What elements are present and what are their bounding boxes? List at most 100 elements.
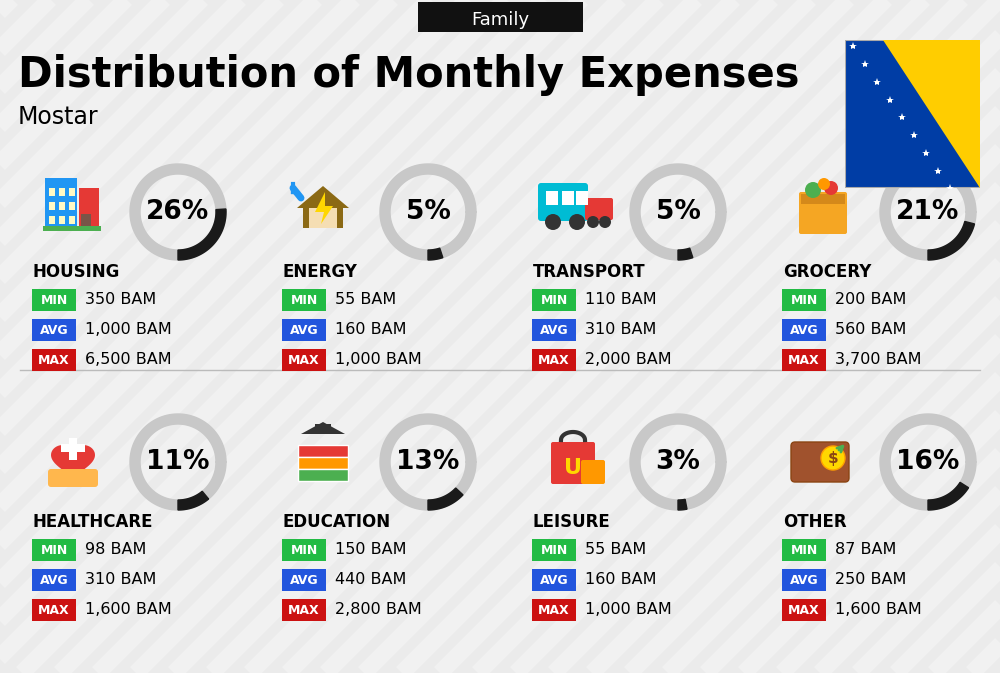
- Text: 1,600 BAM: 1,600 BAM: [835, 602, 922, 618]
- FancyBboxPatch shape: [48, 469, 98, 487]
- FancyBboxPatch shape: [298, 469, 348, 481]
- Text: HEALTHCARE: HEALTHCARE: [33, 513, 154, 531]
- FancyBboxPatch shape: [585, 198, 613, 220]
- Text: MIN: MIN: [540, 293, 568, 306]
- Polygon shape: [428, 488, 463, 510]
- Text: MAX: MAX: [788, 353, 820, 367]
- FancyBboxPatch shape: [532, 349, 576, 371]
- FancyBboxPatch shape: [79, 188, 99, 226]
- FancyBboxPatch shape: [782, 289, 826, 311]
- Text: 5%: 5%: [406, 199, 450, 225]
- Polygon shape: [51, 445, 95, 481]
- FancyBboxPatch shape: [282, 599, 326, 621]
- FancyBboxPatch shape: [782, 349, 826, 371]
- FancyBboxPatch shape: [782, 599, 826, 621]
- FancyBboxPatch shape: [69, 188, 75, 196]
- Polygon shape: [428, 248, 443, 260]
- Text: 160 BAM: 160 BAM: [585, 573, 656, 588]
- Text: 2,000 BAM: 2,000 BAM: [585, 353, 672, 367]
- Text: MAX: MAX: [38, 604, 70, 616]
- FancyBboxPatch shape: [45, 178, 77, 226]
- FancyBboxPatch shape: [81, 214, 91, 226]
- Polygon shape: [178, 209, 226, 260]
- Text: 310 BAM: 310 BAM: [85, 573, 156, 588]
- Text: 200 BAM: 200 BAM: [835, 293, 906, 308]
- Text: Distribution of Monthly Expenses: Distribution of Monthly Expenses: [18, 54, 800, 96]
- Text: 55 BAM: 55 BAM: [585, 542, 646, 557]
- Text: 55 BAM: 55 BAM: [335, 293, 396, 308]
- Circle shape: [569, 214, 585, 230]
- Polygon shape: [297, 186, 349, 228]
- FancyBboxPatch shape: [59, 202, 65, 210]
- FancyBboxPatch shape: [576, 191, 588, 205]
- FancyBboxPatch shape: [43, 226, 101, 231]
- FancyBboxPatch shape: [799, 192, 847, 234]
- Polygon shape: [301, 422, 345, 434]
- Text: 150 BAM: 150 BAM: [335, 542, 406, 557]
- Text: 6,500 BAM: 6,500 BAM: [85, 353, 172, 367]
- Polygon shape: [130, 164, 226, 260]
- FancyBboxPatch shape: [32, 289, 76, 311]
- Text: MIN: MIN: [540, 544, 568, 557]
- Circle shape: [587, 216, 599, 228]
- Text: 310 BAM: 310 BAM: [585, 322, 656, 337]
- FancyBboxPatch shape: [532, 569, 576, 591]
- Circle shape: [821, 446, 845, 470]
- FancyBboxPatch shape: [69, 216, 75, 224]
- Text: 3,700 BAM: 3,700 BAM: [835, 353, 922, 367]
- Text: AVG: AVG: [540, 324, 568, 336]
- Text: AVG: AVG: [290, 324, 318, 336]
- Polygon shape: [130, 414, 226, 510]
- FancyBboxPatch shape: [298, 457, 348, 469]
- Polygon shape: [315, 192, 333, 224]
- FancyBboxPatch shape: [315, 424, 331, 434]
- FancyBboxPatch shape: [32, 599, 76, 621]
- Text: 13%: 13%: [396, 449, 460, 475]
- Polygon shape: [880, 414, 976, 510]
- Text: 16%: 16%: [896, 449, 960, 475]
- FancyBboxPatch shape: [69, 438, 77, 460]
- Polygon shape: [928, 483, 969, 510]
- Circle shape: [818, 178, 830, 190]
- Text: 11%: 11%: [146, 449, 210, 475]
- Polygon shape: [928, 221, 974, 260]
- FancyBboxPatch shape: [418, 2, 583, 32]
- FancyBboxPatch shape: [538, 183, 588, 221]
- Text: 560 BAM: 560 BAM: [835, 322, 906, 337]
- FancyBboxPatch shape: [282, 319, 326, 341]
- Text: 2,800 BAM: 2,800 BAM: [335, 602, 422, 618]
- Text: AVG: AVG: [40, 324, 68, 336]
- FancyBboxPatch shape: [546, 191, 558, 205]
- FancyBboxPatch shape: [551, 442, 595, 484]
- Polygon shape: [380, 414, 476, 510]
- Polygon shape: [380, 164, 476, 260]
- Text: TRANSPORT: TRANSPORT: [533, 263, 646, 281]
- FancyBboxPatch shape: [532, 319, 576, 341]
- Text: ENERGY: ENERGY: [283, 263, 358, 281]
- Text: MIN: MIN: [790, 544, 818, 557]
- FancyBboxPatch shape: [532, 539, 576, 561]
- Text: MAX: MAX: [538, 604, 570, 616]
- Text: 1,600 BAM: 1,600 BAM: [85, 602, 172, 618]
- FancyBboxPatch shape: [532, 599, 576, 621]
- FancyBboxPatch shape: [32, 539, 76, 561]
- Circle shape: [599, 216, 611, 228]
- FancyBboxPatch shape: [32, 569, 76, 591]
- Text: EDUCATION: EDUCATION: [283, 513, 391, 531]
- FancyBboxPatch shape: [309, 208, 337, 228]
- Text: HOUSING: HOUSING: [33, 263, 120, 281]
- Polygon shape: [883, 40, 980, 188]
- Polygon shape: [178, 491, 209, 510]
- Circle shape: [545, 214, 561, 230]
- FancyBboxPatch shape: [782, 319, 826, 341]
- Text: MIN: MIN: [290, 293, 318, 306]
- Text: $: $: [828, 450, 838, 466]
- FancyBboxPatch shape: [49, 202, 55, 210]
- Text: AVG: AVG: [290, 573, 318, 586]
- FancyBboxPatch shape: [282, 289, 326, 311]
- FancyBboxPatch shape: [782, 539, 826, 561]
- Polygon shape: [880, 164, 976, 260]
- Text: 350 BAM: 350 BAM: [85, 293, 156, 308]
- Text: Mostar: Mostar: [18, 105, 99, 129]
- Text: MIN: MIN: [40, 544, 68, 557]
